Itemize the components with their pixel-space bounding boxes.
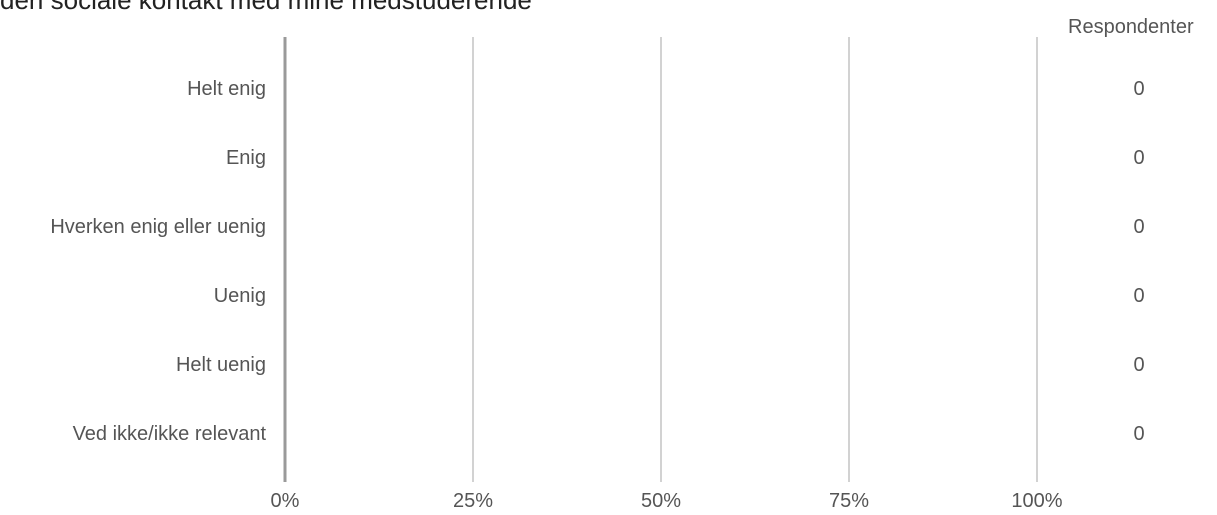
x-tick-label: 0% (271, 490, 300, 512)
count-label: 0 (1133, 78, 1144, 100)
count-labels: 0 0 0 0 0 0 (1133, 78, 1144, 445)
count-label: 0 (1133, 216, 1144, 238)
category-label: Enig (226, 147, 266, 169)
counts-header: Respondenter (1068, 16, 1194, 38)
x-tick-label: 25% (453, 490, 493, 512)
x-tick-label: 75% (829, 490, 869, 512)
category-label: Hverken enig eller uenig (50, 216, 266, 238)
x-tick-label: 50% (641, 490, 681, 512)
x-tick-label: 100% (1011, 490, 1062, 512)
category-label: Ved ikke/ikke relevant (73, 423, 267, 445)
count-label: 0 (1133, 147, 1144, 169)
category-label: Helt enig (187, 78, 266, 100)
count-label: 0 (1133, 423, 1144, 445)
category-label: Uenig (214, 285, 266, 307)
category-label: Helt uenig (176, 354, 266, 376)
count-label: 0 (1133, 285, 1144, 307)
x-tick-labels: 0% 25% 50% 75% 100% (271, 490, 1063, 512)
chart-title: den sociale kontakt med mine medstuderen… (0, 0, 532, 15)
grid (283, 37, 1038, 482)
count-label: 0 (1133, 354, 1144, 376)
category-labels: Helt enig Enig Hverken enig eller uenig Uen… (50, 78, 266, 445)
